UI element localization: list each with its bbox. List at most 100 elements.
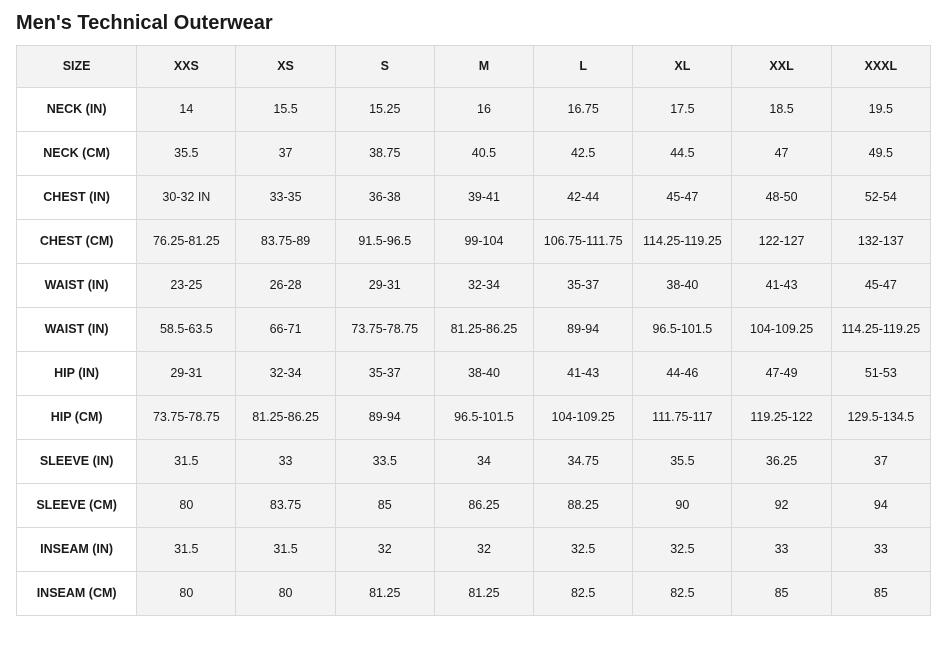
data-cell: 32.5 (633, 528, 732, 572)
data-cell: 106.75-111.75 (534, 220, 633, 264)
data-cell: 114.25-119.25 (831, 308, 930, 352)
data-cell: 33 (831, 528, 930, 572)
data-cell: 15.25 (335, 88, 434, 132)
data-cell: 48-50 (732, 176, 831, 220)
table-row: NECK (CM)35.53738.7540.542.544.54749.5 (17, 132, 931, 176)
data-cell: 35.5 (137, 132, 236, 176)
table-row: WAIST (IN)58.5-63.566-7173.75-78.7581.25… (17, 308, 931, 352)
size-col-header: XXXL (831, 46, 930, 88)
table-row: SLEEVE (CM)8083.758586.2588.25909294 (17, 484, 931, 528)
data-cell: 36-38 (335, 176, 434, 220)
size-col-header: XL (633, 46, 732, 88)
data-cell: 96.5-101.5 (434, 396, 533, 440)
data-cell: 37 (236, 132, 335, 176)
data-cell: 104-109.25 (534, 396, 633, 440)
data-cell: 36.25 (732, 440, 831, 484)
data-cell: 89-94 (335, 396, 434, 440)
size-col-header: XXS (137, 46, 236, 88)
data-cell: 29-31 (137, 352, 236, 396)
data-cell: 35-37 (335, 352, 434, 396)
data-cell: 38.75 (335, 132, 434, 176)
data-cell: 23-25 (137, 264, 236, 308)
table-row: CHEST (IN)30-32 IN33-3536-3839-4142-4445… (17, 176, 931, 220)
size-col-header: M (434, 46, 533, 88)
data-cell: 83.75-89 (236, 220, 335, 264)
data-cell: 31.5 (236, 528, 335, 572)
data-cell: 94 (831, 484, 930, 528)
data-cell: 91.5-96.5 (335, 220, 434, 264)
data-cell: 40.5 (434, 132, 533, 176)
data-cell: 34 (434, 440, 533, 484)
data-cell: 58.5-63.5 (137, 308, 236, 352)
data-cell: 33.5 (335, 440, 434, 484)
table-row: NECK (IN)1415.515.251616.7517.518.519.5 (17, 88, 931, 132)
row-label: WAIST (IN) (17, 264, 137, 308)
data-cell: 33 (236, 440, 335, 484)
data-cell: 17.5 (633, 88, 732, 132)
data-cell: 15.5 (236, 88, 335, 132)
data-cell: 38-40 (633, 264, 732, 308)
data-cell: 33 (732, 528, 831, 572)
header-label: SIZE (17, 46, 137, 88)
data-cell: 73.75-78.75 (137, 396, 236, 440)
data-cell: 104-109.25 (732, 308, 831, 352)
data-cell: 45-47 (831, 264, 930, 308)
data-cell: 32-34 (236, 352, 335, 396)
data-cell: 85 (732, 572, 831, 616)
data-cell: 96.5-101.5 (633, 308, 732, 352)
data-cell: 129.5-134.5 (831, 396, 930, 440)
data-cell: 80 (137, 572, 236, 616)
table-row: WAIST (IN)23-2526-2829-3132-3435-3738-40… (17, 264, 931, 308)
size-col-header: L (534, 46, 633, 88)
row-label: WAIST (IN) (17, 308, 137, 352)
data-cell: 44-46 (633, 352, 732, 396)
data-cell: 86.25 (434, 484, 533, 528)
data-cell: 114.25-119.25 (633, 220, 732, 264)
data-cell: 32.5 (534, 528, 633, 572)
data-cell: 35-37 (534, 264, 633, 308)
row-label: NECK (CM) (17, 132, 137, 176)
data-cell: 29-31 (335, 264, 434, 308)
data-cell: 16 (434, 88, 533, 132)
data-cell: 82.5 (534, 572, 633, 616)
data-cell: 39-41 (434, 176, 533, 220)
size-chart-table: SIZE XXS XS S M L XL XXL XXXL NECK (IN)1… (16, 45, 931, 616)
data-cell: 35.5 (633, 440, 732, 484)
table-row: CHEST (CM)76.25-81.2583.75-8991.5-96.599… (17, 220, 931, 264)
data-cell: 66-71 (236, 308, 335, 352)
row-label: NECK (IN) (17, 88, 137, 132)
data-cell: 47 (732, 132, 831, 176)
data-cell: 85 (831, 572, 930, 616)
data-cell: 88.25 (534, 484, 633, 528)
data-cell: 49.5 (831, 132, 930, 176)
data-cell: 85 (335, 484, 434, 528)
data-cell: 34.75 (534, 440, 633, 484)
data-cell: 119.25-122 (732, 396, 831, 440)
data-cell: 89-94 (534, 308, 633, 352)
data-cell: 81.25 (434, 572, 533, 616)
data-cell: 51-53 (831, 352, 930, 396)
data-cell: 81.25-86.25 (236, 396, 335, 440)
data-cell: 18.5 (732, 88, 831, 132)
data-cell: 31.5 (137, 440, 236, 484)
row-label: CHEST (IN) (17, 176, 137, 220)
row-label: HIP (CM) (17, 396, 137, 440)
data-cell: 99-104 (434, 220, 533, 264)
data-cell: 38-40 (434, 352, 533, 396)
row-label: INSEAM (IN) (17, 528, 137, 572)
data-cell: 52-54 (831, 176, 930, 220)
data-cell: 82.5 (633, 572, 732, 616)
data-cell: 32 (335, 528, 434, 572)
data-cell: 81.25 (335, 572, 434, 616)
data-cell: 33-35 (236, 176, 335, 220)
data-cell: 41-43 (732, 264, 831, 308)
table-row: SLEEVE (IN)31.53333.53434.7535.536.2537 (17, 440, 931, 484)
data-cell: 30-32 IN (137, 176, 236, 220)
size-col-header: S (335, 46, 434, 88)
data-cell: 76.25-81.25 (137, 220, 236, 264)
row-label: INSEAM (CM) (17, 572, 137, 616)
data-cell: 80 (236, 572, 335, 616)
data-cell: 31.5 (137, 528, 236, 572)
data-cell: 14 (137, 88, 236, 132)
data-cell: 92 (732, 484, 831, 528)
